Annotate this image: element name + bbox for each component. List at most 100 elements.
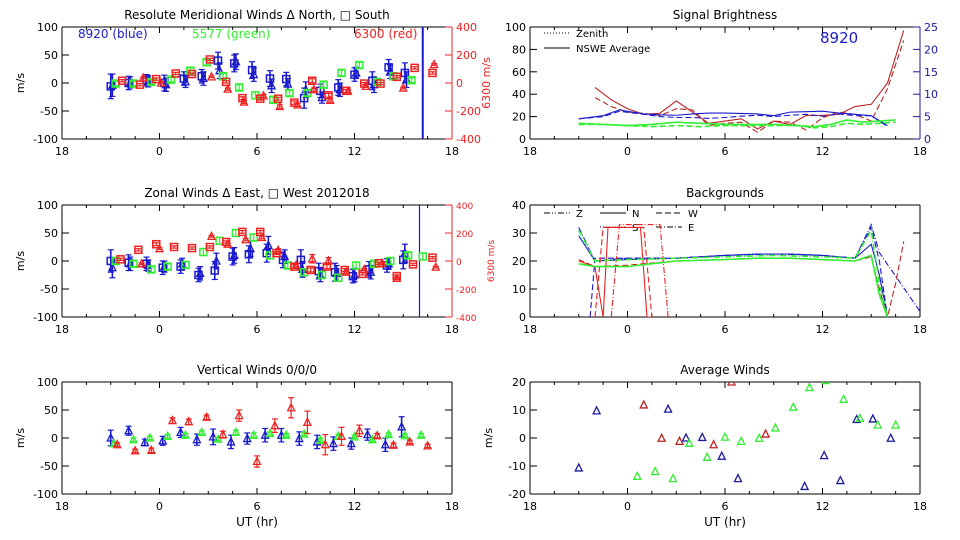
y-tick-label: 100 (37, 21, 58, 34)
y-axis-label: m/s (14, 73, 27, 93)
data-point-square (386, 256, 395, 266)
data-point-triangle (276, 429, 286, 439)
data-point-triangle (736, 435, 746, 446)
x-tick-label: 6 (254, 145, 261, 158)
data-point-triangle (320, 439, 330, 449)
chart-title: Resolute Meridional Winds Δ North, □ Sou… (124, 8, 390, 22)
data-point-triangle (218, 429, 228, 439)
data-point-triangle (229, 249, 239, 260)
series-line (578, 223, 920, 312)
data-point-triangle (821, 382, 831, 385)
data-point-triangle (231, 56, 241, 66)
y-tick-label: 20 (512, 376, 526, 389)
data-point-triangle (657, 432, 667, 442)
data-point-square (407, 75, 416, 85)
x-tick-label: 12 (816, 323, 830, 336)
data-point-square (337, 68, 346, 78)
data-point-square (428, 253, 437, 262)
x-tick-label: 0 (624, 145, 631, 158)
data-point-square (234, 83, 244, 92)
data-point-triangle (202, 411, 212, 421)
data-point-triangle (346, 438, 356, 448)
y2-tick-label: 10 (924, 88, 938, 101)
y2-tick-label: 400 (456, 202, 473, 212)
x-tick-label: 18 (523, 500, 537, 513)
y2-axis-label: 6300 m/s (480, 57, 493, 109)
data-point-triangle (717, 450, 727, 460)
chart-title: Backgrounds (686, 186, 764, 200)
data-point-triangle (852, 414, 862, 424)
annotation-label: 5577 (green) (192, 27, 270, 41)
data-point-triangle (206, 230, 217, 241)
data-point-triangle (239, 96, 249, 106)
data-point-triangle (307, 253, 317, 263)
data-point-triangle (198, 73, 208, 83)
y2-tick-label: -400 (456, 133, 481, 146)
data-point-triangle (270, 420, 280, 430)
data-point-triangle (639, 399, 649, 409)
data-point-triangle (180, 76, 191, 86)
data-point-triangle (720, 431, 730, 441)
series-line (594, 226, 653, 317)
data-point-triangle (291, 260, 301, 270)
x-axis-label: UT (hr) (704, 515, 746, 529)
series-line (578, 227, 889, 317)
data-point-triangle (257, 232, 267, 242)
y2-axis-label: 6300 m/s (487, 240, 497, 283)
data-point-triangle (154, 243, 165, 253)
x-tick-label: 6 (254, 500, 261, 513)
y-tick-label: 40 (512, 199, 526, 212)
data-point-triangle (429, 59, 439, 69)
data-point-triangle (197, 426, 207, 437)
y-tick-label: 50 (44, 49, 58, 62)
chart-title: Zonal Winds Δ East, □ West 2012018 (144, 186, 369, 200)
data-point-triangle (380, 439, 390, 449)
chart-average: Average Winds 18 0 6 12 18 UT (hr) -20 -10 0 10 20 m… (482, 363, 927, 529)
data-point-triangle (343, 85, 353, 96)
data-point-triangle (632, 470, 642, 481)
data-point-square (221, 77, 231, 87)
data-point-triangle (176, 426, 186, 437)
y2-tick-label: 5 (924, 111, 931, 124)
data-point-square (334, 83, 343, 92)
series-line (589, 225, 889, 317)
x-tick-label: 18 (913, 500, 927, 513)
data-point-square (392, 72, 401, 82)
data-point-triangle (868, 413, 878, 423)
data-point-triangle (697, 431, 707, 442)
data-point-square (166, 75, 176, 84)
x-tick-label: 0 (624, 323, 631, 336)
x-tick-label: 12 (816, 500, 830, 513)
data-point-triangle (211, 255, 221, 265)
series-line (610, 224, 669, 317)
data-point-triangle (286, 402, 296, 412)
data-point-triangle (702, 451, 712, 461)
data-point-triangle (223, 83, 233, 93)
data-point-square (197, 72, 206, 81)
data-point-triangle (281, 429, 291, 439)
data-point-triangle (377, 257, 387, 267)
data-point-triangle (107, 262, 117, 272)
data-point-triangle (416, 429, 426, 439)
data-point-triangle (167, 415, 178, 425)
data-point-triangle (873, 419, 883, 429)
data-point-triangle (709, 439, 719, 449)
data-point-triangle (336, 430, 347, 440)
data-point-triangle (124, 425, 134, 435)
y2-tick-label: -200 (456, 105, 481, 118)
data-point-triangle (684, 437, 694, 447)
data-point-square (400, 68, 410, 78)
x-tick-label: 18 (55, 500, 69, 513)
x-tick-label: 18 (523, 145, 537, 158)
data-point-triangle (359, 263, 369, 274)
y-tick-label: 0 (519, 311, 526, 324)
data-point-triangle (349, 269, 360, 279)
data-point-triangle (138, 72, 148, 82)
data-point-triangle (145, 432, 155, 442)
data-point-square (410, 63, 419, 73)
data-point-triangle (302, 416, 312, 426)
data-point-triangle (208, 431, 218, 441)
plot-area (578, 30, 905, 133)
data-point-triangle (192, 434, 202, 444)
